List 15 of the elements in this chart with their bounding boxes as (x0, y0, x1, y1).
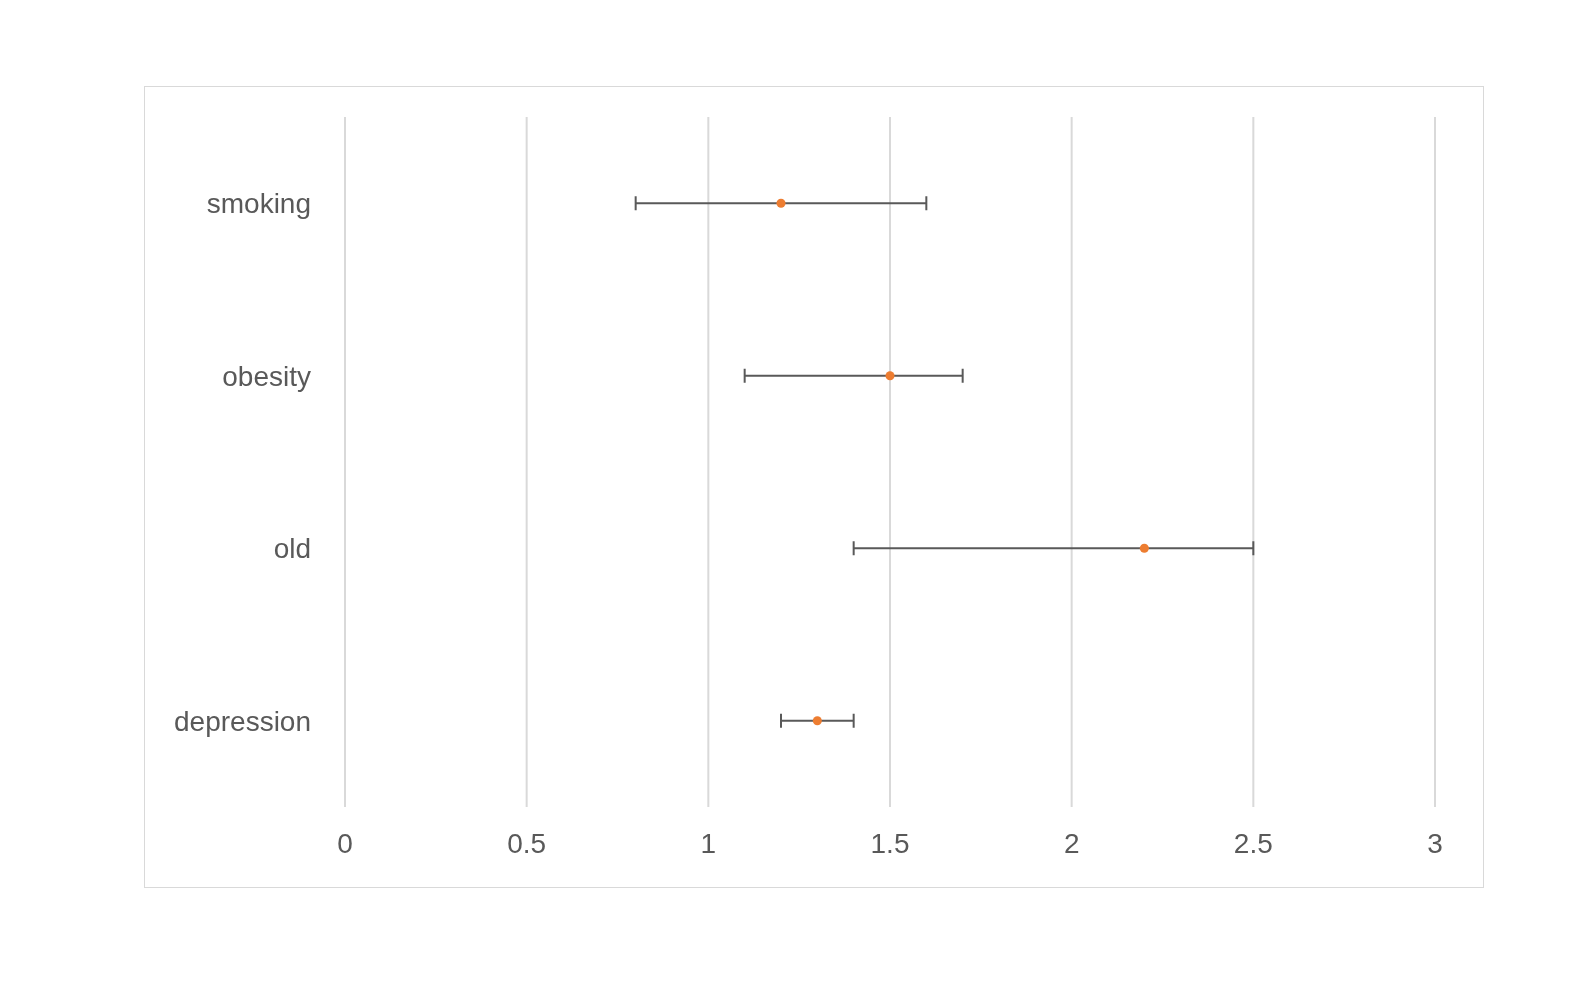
y-tick-label: smoking (206, 188, 311, 220)
point (812, 716, 822, 726)
point (885, 371, 895, 381)
x-tick-label: 2 (1063, 827, 1080, 859)
x-tick-label: 1.5 (870, 827, 910, 859)
x-tick-label: 3 (1427, 827, 1443, 859)
y-tick-label: old (273, 533, 311, 565)
x-tick-label: 0.5 (507, 827, 547, 859)
y-tick-label: depression (174, 705, 311, 737)
x-tick-label: 0 (337, 827, 353, 859)
point (1139, 543, 1149, 553)
x-tick-label: 2.5 (1233, 827, 1273, 859)
x-tick-label: 1 (700, 827, 717, 859)
y-tick-label: obesity (222, 360, 311, 392)
point (776, 198, 786, 208)
